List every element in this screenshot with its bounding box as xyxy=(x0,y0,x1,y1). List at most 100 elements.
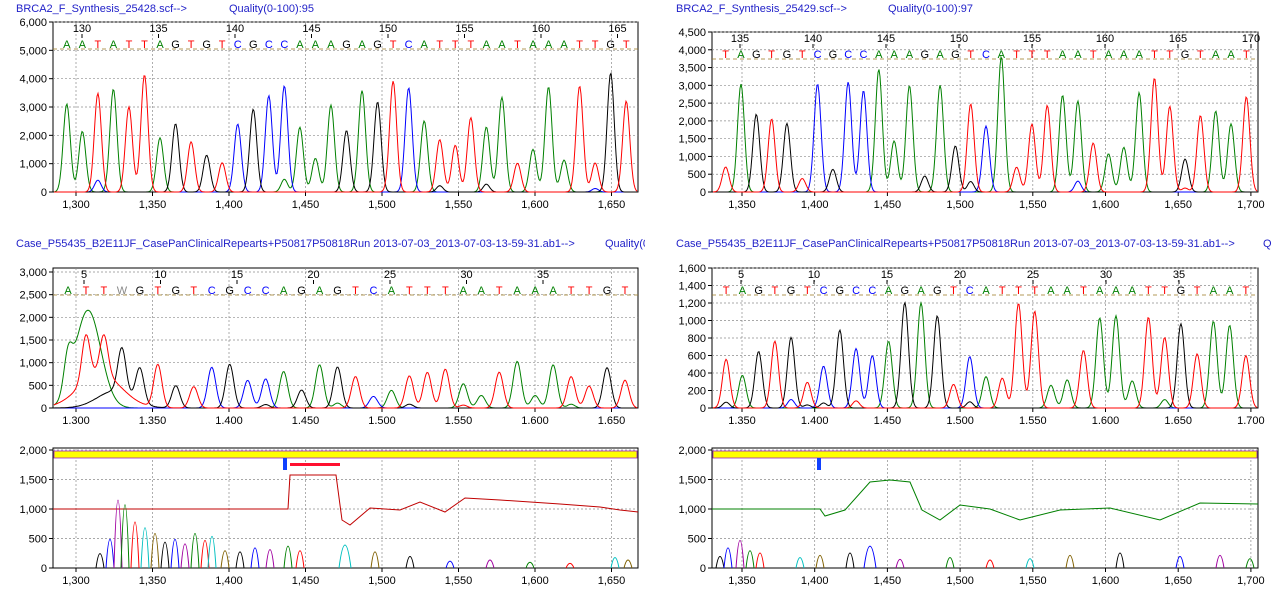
base-call: A xyxy=(936,49,944,61)
signal-spike xyxy=(485,559,495,569)
base-call: A xyxy=(998,49,1006,61)
base-call: C xyxy=(814,49,822,61)
y-tick-label: 1,500 xyxy=(678,475,706,487)
base-call: A xyxy=(358,39,366,51)
base-call: T xyxy=(424,285,431,297)
base-call: C xyxy=(244,285,252,297)
signal-spike xyxy=(795,557,805,569)
y-tick-label: 400 xyxy=(688,368,706,380)
x-tick-label: 1,350 xyxy=(139,575,167,587)
x-tick-label: 1,500 xyxy=(368,199,396,211)
signal-spike xyxy=(190,533,200,569)
base-call: G xyxy=(1181,49,1190,61)
y-tick-label: 500 xyxy=(29,380,47,392)
base-call: T xyxy=(94,39,101,51)
x-tick-label: 1,600 xyxy=(521,575,549,587)
x-tick-label: 1,600 xyxy=(1092,415,1120,424)
x-tick-label: 1,450 xyxy=(874,415,902,424)
base-call: T xyxy=(1197,49,1204,61)
base-call: T xyxy=(436,39,443,51)
base-call: T xyxy=(496,285,503,297)
base-call: A xyxy=(1129,285,1137,297)
signal-spike xyxy=(1065,554,1075,569)
base-call: A xyxy=(312,39,320,51)
base-call: A xyxy=(64,285,72,297)
base-position-label: 140 xyxy=(226,23,244,35)
x-tick-label: 1,550 xyxy=(445,415,473,424)
x-tick-label: 1,550 xyxy=(445,575,473,587)
base-call: T xyxy=(1090,49,1097,61)
x-tick-label: 1,300 xyxy=(62,199,90,211)
x-tick-label: 1,300 xyxy=(62,575,90,587)
base-call: T xyxy=(1031,285,1038,297)
y-tick-label: 1,000 xyxy=(678,151,706,163)
panel5-difference-plot[interactable]: 0 500 1,000 1,500 2,000 1,300 1,350 1,400 1,450 1… xyxy=(0,440,645,595)
trace-t xyxy=(712,78,1258,193)
base-call: T xyxy=(592,39,599,51)
y-tick-label: 3,500 xyxy=(678,63,706,75)
base-position-label: 150 xyxy=(379,23,397,35)
signal-spike xyxy=(170,539,180,569)
base-call: A xyxy=(1135,49,1143,61)
panel1-filename: BRCA2_F_Synthesis_25428.scf--> xyxy=(16,3,187,15)
base-call: T xyxy=(352,285,359,297)
y-tick-label: 2,500 xyxy=(19,290,47,302)
base-call: A xyxy=(1210,285,1218,297)
base-call: G xyxy=(297,285,306,297)
base-call: G xyxy=(752,49,761,61)
base-call: A xyxy=(110,39,118,51)
panel1-chromatogram[interactable]: 0 1,000 2,000 3,000 4,000 5,000 6,000 1,300 1,35… xyxy=(0,18,645,218)
base-call: G xyxy=(225,285,234,297)
base-position-label: 30 xyxy=(1100,269,1112,281)
y-tick-label: 0 xyxy=(700,403,706,415)
x-tick-label: 1,350 xyxy=(139,199,167,211)
base-call: C xyxy=(852,285,860,297)
y-tick-label: 1,000 xyxy=(19,358,47,370)
y-tick-label: 2,000 xyxy=(19,445,47,457)
base-call: T xyxy=(141,39,148,51)
base-call: C xyxy=(280,39,288,51)
base-call: C xyxy=(369,285,377,297)
plot-frame xyxy=(52,267,639,409)
base-call: A xyxy=(156,39,164,51)
base-call: A xyxy=(982,285,990,297)
base-call: T xyxy=(1015,285,1022,297)
signal-spike xyxy=(338,544,352,569)
base-call: G xyxy=(172,285,181,297)
panel4-chromatogram[interactable]: 0 200 400 600 800 1,000 1,200 1,400 1,600 1,350 1,… xyxy=(660,254,1275,424)
base-call: A xyxy=(737,49,745,61)
base-call: T xyxy=(1145,285,1152,297)
mismatch-bar xyxy=(290,463,340,466)
base-call: C xyxy=(208,285,216,297)
y-tick-label: 600 xyxy=(688,351,706,363)
base-call: A xyxy=(296,39,304,51)
base-call: A xyxy=(1212,49,1220,61)
base-call: T xyxy=(1013,49,1020,61)
x-tick-label: 1,650 xyxy=(598,415,626,424)
panel2-chromatogram[interactable]: 0 500 1,000 1,500 2,000 2,500 3,000 3,500 4,000 4… xyxy=(660,18,1275,218)
panel1-quality: Quality(0-100):95 xyxy=(229,3,314,15)
x-tick-label: 1,400 xyxy=(801,575,829,587)
base-call: T xyxy=(442,285,449,297)
base-call: T xyxy=(1080,285,1087,297)
base-call: A xyxy=(280,285,288,297)
base-call: A xyxy=(514,285,522,297)
position-marker xyxy=(817,458,821,470)
x-tick-label: 1,550 xyxy=(1019,575,1047,587)
base-position-label: 170 xyxy=(1242,33,1260,45)
base-call: C xyxy=(966,285,974,297)
base-position-label: 15 xyxy=(881,269,893,281)
base-call: G xyxy=(373,39,382,51)
signal-spike xyxy=(745,550,755,569)
base-call: A xyxy=(1064,285,1072,297)
x-tick-label: 1,450 xyxy=(292,575,320,587)
signal-spike xyxy=(283,545,293,569)
base-call: C xyxy=(262,285,270,297)
panel6-difference-plot[interactable]: 0 500 1,000 1,500 2,000 1,350 1,400 1,450 1,500 1… xyxy=(660,440,1275,595)
y-tick-label: 1,600 xyxy=(678,263,706,275)
y-tick-label: 5,000 xyxy=(19,45,47,57)
panel3-chromatogram[interactable]: 0 500 1,000 1,500 2,000 2,500 3,000 1,300 1,350 1… xyxy=(0,254,645,424)
x-tick-label: 1,350 xyxy=(728,415,756,424)
base-call: A xyxy=(1059,49,1067,61)
base-call: A xyxy=(1227,49,1235,61)
